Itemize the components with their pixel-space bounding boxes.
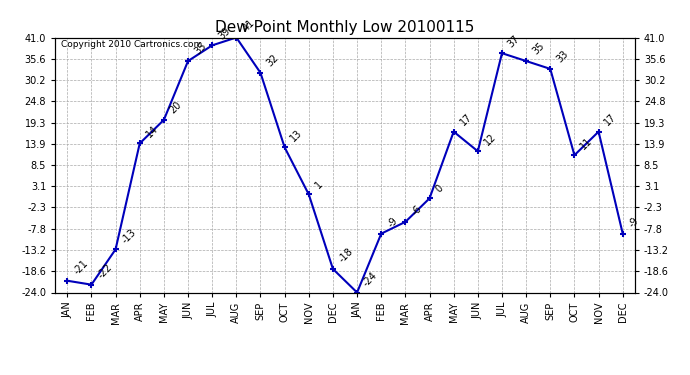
- Text: 41: 41: [241, 18, 256, 33]
- Text: -6: -6: [410, 204, 424, 218]
- Text: -9: -9: [627, 216, 641, 229]
- Text: 13: 13: [289, 128, 304, 143]
- Text: Copyright 2010 Cartronics.com: Copyright 2010 Cartronics.com: [61, 40, 202, 49]
- Text: -22: -22: [96, 262, 114, 280]
- Text: 37: 37: [506, 33, 522, 49]
- Text: 17: 17: [603, 112, 618, 128]
- Text: 35: 35: [193, 41, 208, 57]
- Text: 32: 32: [265, 53, 280, 69]
- Text: -9: -9: [386, 216, 400, 229]
- Text: 33: 33: [555, 49, 570, 65]
- Text: -21: -21: [72, 258, 90, 277]
- Text: 11: 11: [579, 135, 594, 151]
- Text: -24: -24: [362, 270, 380, 288]
- Text: -18: -18: [337, 247, 355, 265]
- Text: 12: 12: [482, 131, 497, 147]
- Text: -13: -13: [120, 227, 138, 245]
- Text: 39: 39: [217, 26, 232, 41]
- Text: 14: 14: [144, 123, 159, 139]
- Text: 0: 0: [434, 183, 445, 194]
- Text: 35: 35: [531, 41, 546, 57]
- Text: 20: 20: [168, 100, 184, 116]
- Text: 17: 17: [458, 112, 473, 128]
- Text: 1: 1: [313, 179, 324, 190]
- Title: Dew Point Monthly Low 20100115: Dew Point Monthly Low 20100115: [215, 20, 475, 35]
